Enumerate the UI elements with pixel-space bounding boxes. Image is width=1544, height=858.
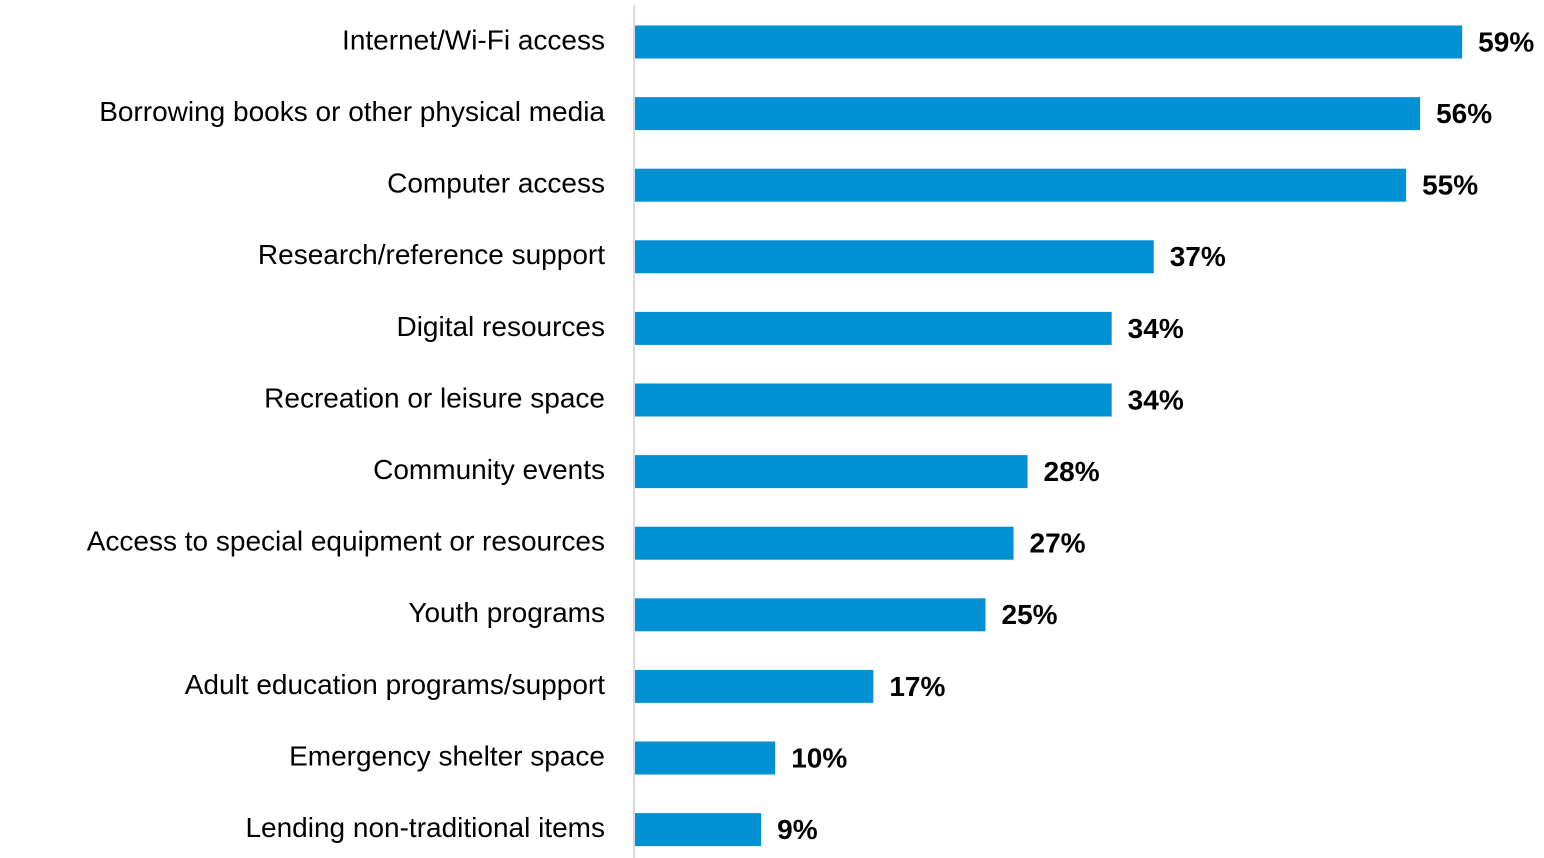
bar — [635, 168, 1407, 202]
bar — [635, 741, 776, 775]
value-label: 34% — [1128, 384, 1184, 415]
category-label: Digital resources — [396, 311, 605, 342]
category-label: Emergency shelter space — [289, 740, 605, 771]
value-label: 56% — [1436, 98, 1492, 129]
value-label: 34% — [1128, 313, 1184, 344]
category-label: Access to special equipment or resources — [87, 526, 605, 557]
category-label: Borrowing books or other physical media — [99, 96, 605, 127]
bar — [635, 669, 874, 703]
category-label: Youth programs — [408, 597, 605, 628]
category-label: Lending non-traditional items — [245, 812, 605, 843]
category-label: Adult education programs/support — [185, 669, 605, 700]
category-label: Computer access — [387, 168, 605, 199]
bar — [635, 598, 986, 632]
bar — [635, 813, 762, 847]
bar — [635, 97, 1421, 131]
bar — [635, 526, 1014, 560]
category-label: Recreation or leisure space — [264, 382, 605, 413]
bar — [635, 311, 1112, 345]
value-label: 9% — [777, 814, 818, 845]
bar — [635, 25, 1463, 59]
value-label: 10% — [791, 742, 847, 773]
bar — [635, 455, 1028, 489]
value-label: 27% — [1030, 528, 1086, 559]
bar — [635, 240, 1154, 274]
category-label: Community events — [373, 454, 605, 485]
value-label: 25% — [1002, 599, 1058, 630]
bar — [635, 383, 1112, 417]
category-label: Research/reference support — [258, 239, 605, 270]
value-label: 28% — [1044, 456, 1100, 487]
value-label: 17% — [889, 671, 945, 702]
value-label: 55% — [1422, 170, 1478, 201]
category-label: Internet/Wi-Fi access — [342, 24, 605, 55]
value-label: 59% — [1478, 26, 1534, 57]
value-label: 37% — [1170, 241, 1226, 272]
